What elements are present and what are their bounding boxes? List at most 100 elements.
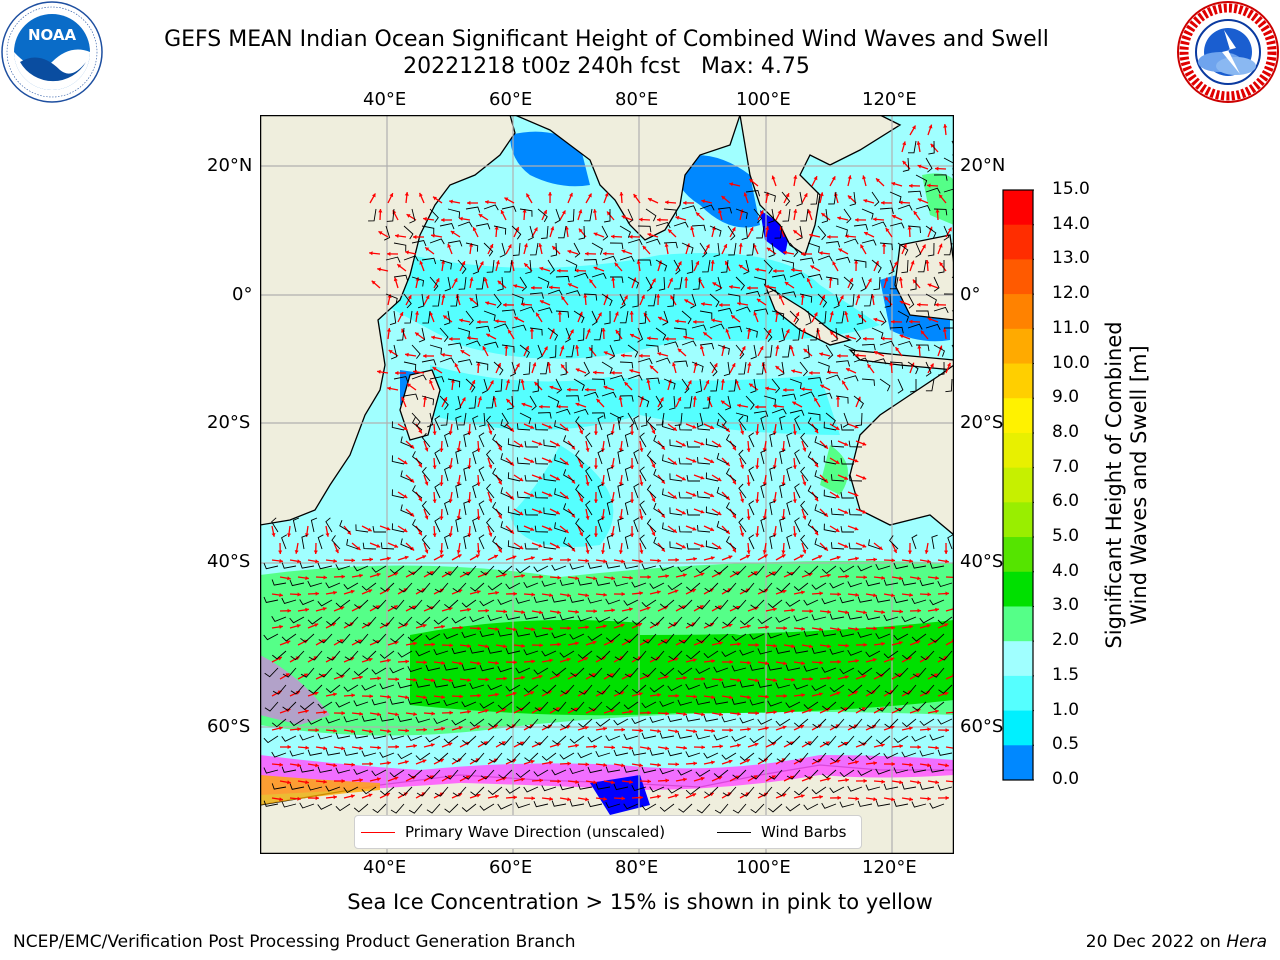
wave-arrow-head bbox=[717, 605, 722, 610]
wave-arrow-head bbox=[771, 175, 776, 180]
wave-arrow-head bbox=[469, 243, 474, 247]
wind-barb bbox=[389, 565, 405, 574]
wave-arrow-head bbox=[927, 183, 931, 188]
wave-arrow-head bbox=[683, 745, 687, 750]
wind-barb bbox=[753, 308, 769, 315]
wave-arrow-head bbox=[519, 545, 524, 549]
wind-barb bbox=[429, 276, 439, 291]
wave-arrow-head bbox=[802, 481, 807, 486]
wind-barb bbox=[786, 466, 793, 482]
wind-barb bbox=[727, 293, 741, 303]
wind-barb bbox=[853, 224, 869, 231]
wave-arrow-head bbox=[441, 217, 445, 223]
wind-barb bbox=[391, 523, 405, 533]
wave-arrow-head bbox=[585, 482, 590, 486]
wave-arrow-head bbox=[729, 695, 733, 700]
wave-arrow-head bbox=[461, 397, 466, 402]
wave-arrow-head bbox=[781, 448, 786, 452]
wave-arrow-head bbox=[891, 593, 895, 598]
wave-arrow-head bbox=[539, 266, 544, 271]
wind-barb bbox=[605, 766, 621, 773]
wind-barb bbox=[271, 579, 287, 586]
wave-arrow-head bbox=[681, 442, 686, 447]
wave-arrow-head bbox=[783, 626, 787, 631]
wind-barb bbox=[595, 718, 611, 727]
wind-barb bbox=[515, 667, 531, 674]
wind-barb bbox=[554, 208, 561, 224]
wind-barb bbox=[876, 667, 891, 677]
wind-barb bbox=[421, 500, 431, 516]
wind-barb bbox=[537, 276, 550, 289]
wind-barb bbox=[307, 749, 323, 756]
wave-arrow-head bbox=[441, 695, 445, 700]
wave-arrow-head bbox=[862, 674, 867, 679]
wave-arrow-head bbox=[681, 510, 686, 515]
wave-arrow-head bbox=[792, 499, 797, 503]
wind-barb bbox=[408, 803, 423, 814]
wind-barb bbox=[696, 633, 711, 644]
wind-barb bbox=[479, 701, 495, 709]
wind-barb bbox=[907, 323, 923, 330]
wind-barb bbox=[289, 750, 305, 757]
wind-barb bbox=[847, 785, 863, 792]
wind-barb bbox=[911, 562, 927, 569]
wave-arrow-head bbox=[429, 311, 434, 316]
wave-arrow-head bbox=[917, 608, 921, 613]
wave-arrow-head bbox=[544, 346, 548, 351]
wind-barb bbox=[524, 752, 539, 762]
wave-arrow-head bbox=[820, 384, 825, 389]
wave-arrow bbox=[945, 711, 954, 714]
wind-barb bbox=[549, 344, 557, 359]
wind-barb bbox=[422, 310, 431, 324]
wave-arrow-head bbox=[406, 214, 411, 218]
wind-barb bbox=[627, 276, 640, 289]
wave-arrow-head bbox=[909, 762, 913, 767]
wind-barb bbox=[677, 732, 693, 739]
wave-arrow-head bbox=[418, 463, 422, 468]
wave-arrow-head bbox=[741, 346, 746, 351]
wave-arrow-head bbox=[502, 573, 507, 577]
wave-arrow-head bbox=[933, 673, 938, 678]
wind-barb bbox=[807, 273, 823, 281]
wind-barb bbox=[565, 290, 581, 297]
map-legend: Primary Wave Direction (unscaled) Wind B… bbox=[354, 815, 862, 849]
wind-barb bbox=[667, 786, 683, 794]
wave-arrow-head bbox=[884, 296, 889, 301]
wave-arrow-head bbox=[639, 795, 643, 800]
wind-barb bbox=[830, 474, 845, 482]
wind-barb bbox=[504, 259, 513, 273]
wave-arrow-head bbox=[835, 528, 840, 532]
wave-arrow-head bbox=[800, 794, 805, 798]
wind-barb bbox=[425, 664, 441, 672]
wave-arrow-head bbox=[459, 625, 463, 630]
wind-barb bbox=[506, 395, 514, 410]
wave-arrow-head bbox=[944, 623, 949, 627]
wave-arrow-head bbox=[899, 576, 903, 581]
wind-barb bbox=[290, 650, 305, 661]
wind-barb bbox=[335, 803, 351, 812]
wind-barb bbox=[807, 242, 820, 253]
wave-arrow-head bbox=[783, 387, 787, 392]
wind-barb bbox=[434, 449, 441, 465]
wave-arrow-head bbox=[495, 794, 499, 799]
wind-barb bbox=[749, 735, 765, 744]
wind-barb bbox=[533, 565, 549, 573]
wave-arrow-head bbox=[782, 589, 787, 594]
wind-barb bbox=[577, 783, 593, 790]
wave-arrow-head bbox=[304, 709, 309, 714]
wind-barb bbox=[593, 327, 603, 341]
wind-barb bbox=[775, 647, 791, 654]
wave-arrow-head bbox=[405, 352, 409, 357]
wave-arrow-head bbox=[927, 317, 932, 322]
wind-barb bbox=[619, 293, 626, 309]
wind-barb bbox=[785, 664, 801, 671]
lat-tick-right-40s: 40°S bbox=[960, 551, 1004, 572]
wave-arrow-head bbox=[435, 278, 440, 283]
wind-barb bbox=[472, 259, 480, 275]
wave-arrow-head bbox=[785, 329, 790, 334]
wave-arrow-head bbox=[721, 400, 725, 405]
wind-barb bbox=[725, 395, 732, 411]
wind-barb bbox=[929, 599, 945, 606]
wind-barb bbox=[839, 630, 855, 638]
wind-barb bbox=[848, 440, 863, 448]
